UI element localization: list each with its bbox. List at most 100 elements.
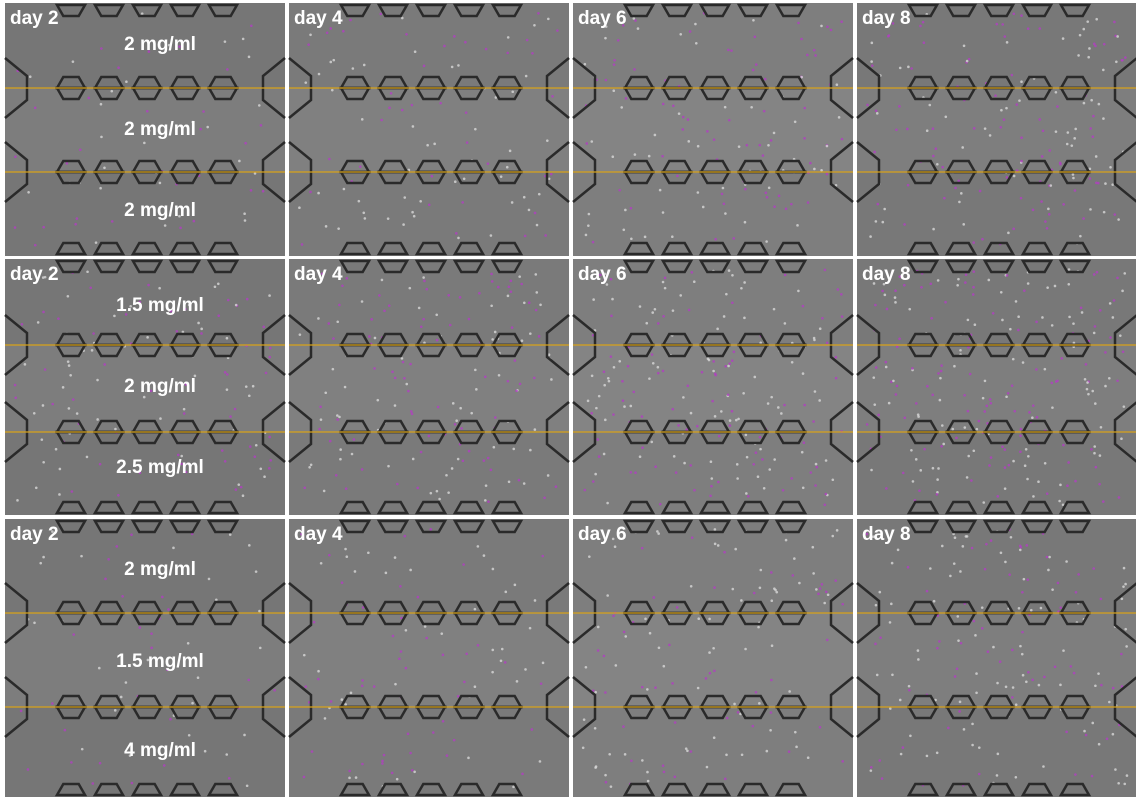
cell xyxy=(1112,299,1116,302)
cell xyxy=(522,482,526,485)
cell xyxy=(328,157,331,161)
cell xyxy=(1040,155,1044,158)
cell xyxy=(636,27,640,30)
cell xyxy=(330,88,334,92)
cell xyxy=(682,396,685,399)
cell xyxy=(324,391,328,395)
cell xyxy=(911,367,914,370)
cell xyxy=(1004,685,1008,689)
cell xyxy=(815,588,818,591)
cell xyxy=(975,427,979,431)
pillar xyxy=(54,782,88,797)
cell xyxy=(103,363,106,366)
cell xyxy=(75,412,79,415)
cell xyxy=(728,424,732,427)
cell xyxy=(1089,208,1092,211)
cell xyxy=(317,191,320,195)
pillar xyxy=(414,259,448,274)
cell xyxy=(681,115,685,119)
cell xyxy=(462,177,466,181)
panel: day 6 xyxy=(572,519,854,797)
cell xyxy=(761,458,764,461)
cell xyxy=(259,467,263,471)
cell xyxy=(825,172,829,176)
cell xyxy=(661,280,665,284)
cell xyxy=(181,330,185,334)
cell xyxy=(143,141,146,145)
cell xyxy=(820,583,824,586)
cell xyxy=(1011,686,1015,689)
cell xyxy=(348,776,351,780)
cell xyxy=(147,50,151,53)
cell xyxy=(405,32,408,36)
cell xyxy=(499,659,503,663)
cell xyxy=(94,241,98,244)
cell xyxy=(878,759,882,762)
cell xyxy=(883,207,886,211)
cell xyxy=(903,223,906,226)
cell xyxy=(1099,425,1103,429)
cell xyxy=(551,95,554,98)
cell xyxy=(549,172,553,176)
cell xyxy=(825,638,829,642)
day-label: day 8 xyxy=(862,524,911,545)
cell xyxy=(936,478,939,481)
cell xyxy=(1058,499,1061,503)
cell xyxy=(117,493,120,497)
cell xyxy=(1056,581,1060,585)
cell xyxy=(936,279,940,282)
pillar xyxy=(206,241,240,256)
pillar xyxy=(92,259,126,274)
cell xyxy=(304,81,308,84)
cell xyxy=(772,131,776,135)
cell xyxy=(300,243,304,246)
cell xyxy=(616,38,620,42)
cell xyxy=(321,272,324,276)
cell xyxy=(513,583,517,587)
cell xyxy=(925,754,929,758)
panel-shade xyxy=(857,613,1136,707)
pillar xyxy=(490,500,524,515)
cell xyxy=(1007,463,1011,467)
cell xyxy=(1037,683,1041,687)
cell xyxy=(1042,765,1045,768)
cell xyxy=(959,570,962,573)
cell xyxy=(1049,184,1053,187)
cell xyxy=(309,190,312,194)
cell xyxy=(226,68,229,71)
cell xyxy=(932,154,935,158)
cell xyxy=(716,544,720,547)
cell xyxy=(149,389,153,393)
panel: day 8 xyxy=(856,3,1136,256)
cell xyxy=(1121,350,1125,354)
cell xyxy=(1097,102,1101,106)
cell xyxy=(885,307,889,311)
cell xyxy=(870,41,874,45)
cell xyxy=(980,627,984,630)
cell xyxy=(1104,351,1107,354)
cell xyxy=(604,418,607,422)
cell xyxy=(866,103,869,107)
cell xyxy=(917,415,920,418)
cell xyxy=(538,760,542,763)
cell xyxy=(348,769,351,773)
cell xyxy=(413,50,417,54)
cell xyxy=(604,25,608,28)
cell xyxy=(871,64,874,67)
cell xyxy=(304,685,308,688)
cell xyxy=(981,237,984,241)
cell xyxy=(594,766,597,769)
pillar xyxy=(338,3,372,18)
cell xyxy=(728,362,731,365)
cell xyxy=(497,374,501,377)
cell xyxy=(720,192,724,196)
cell xyxy=(910,67,913,70)
cell xyxy=(869,235,872,238)
cell xyxy=(988,464,991,467)
cell xyxy=(187,303,191,307)
cell xyxy=(731,587,735,591)
cell xyxy=(712,360,715,363)
cell xyxy=(796,224,799,227)
cell xyxy=(661,764,665,767)
pillar xyxy=(376,519,410,534)
